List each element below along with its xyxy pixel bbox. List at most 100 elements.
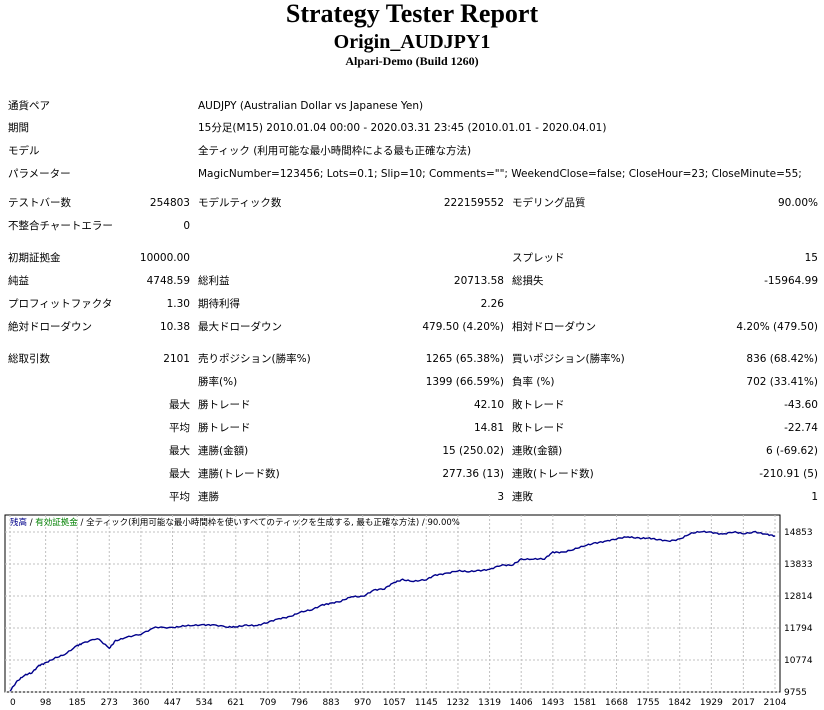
legend-balance: 残高	[10, 517, 27, 528]
rel-drawdown-label: 相対ドローダウン	[512, 321, 596, 333]
abs-drawdown-label: 絶対ドローダウン	[8, 321, 92, 333]
largest-win-value: 42.10	[473, 399, 504, 411]
y-tick-label: 14853	[784, 528, 813, 538]
model-ticks-value: 222159552	[443, 197, 504, 209]
avg-consec-win-label: 連勝	[198, 491, 219, 503]
params-value: MagicNumber=123456; Lots=0.1; Slip=10; C…	[198, 168, 802, 180]
legend-quality: 90.00%	[427, 518, 459, 528]
win-rate-label: 勝率(%)	[198, 376, 238, 388]
x-tick-label: 883	[322, 698, 339, 708]
x-tick-label: 2017	[732, 698, 755, 708]
average-win-label: 勝トレード	[198, 422, 251, 434]
expected-payoff-value: 2.26	[480, 298, 504, 310]
initial-deposit-value: 10000.00	[139, 252, 190, 264]
model-value: 全ティック (利用可能な最小時間枠による最も正確な方法)	[198, 145, 472, 157]
chart-legend: 残高 / 有効証拠金 / 全ティック(利用可能な最小時間枠を使いすべてのティック…	[10, 517, 460, 528]
net-profit-value: 4748.59	[146, 275, 190, 287]
abs-drawdown-value: 10.38	[159, 321, 190, 333]
y-tick-label: 13833	[784, 560, 813, 570]
expected-payoff-label: 期待利得	[198, 298, 240, 310]
long-positions-value: 836 (68.42%)	[746, 353, 818, 365]
short-positions-value: 1265 (65.38%)	[425, 353, 504, 365]
average-win-value: 14.81	[473, 422, 504, 434]
x-tick-label: 709	[259, 698, 276, 708]
test-bars-label: テストバー数	[8, 197, 71, 209]
y-tick-label: 12814	[784, 592, 813, 602]
spread-label: スプレッド	[512, 252, 565, 264]
win-rate-value: 1399 (66.59%)	[425, 376, 504, 388]
legend-sep-2: /	[78, 518, 86, 528]
x-tick-label: 1319	[478, 698, 501, 708]
legend-sep-1: /	[27, 518, 35, 528]
period-label: 期間	[8, 122, 29, 134]
rel-drawdown-value: 4.20% (479.50)	[736, 321, 818, 333]
net-profit-label: 純益	[8, 275, 29, 287]
average-label: 平均	[169, 422, 190, 434]
x-tick-label: 1755	[637, 698, 660, 708]
total-trades-value: 2101	[163, 353, 190, 365]
consec-win-money-label: 連勝(金額)	[198, 445, 249, 457]
profit-factor-value: 1.30	[166, 298, 190, 310]
x-tick-label: 273	[101, 698, 118, 708]
gross-profit-value: 20713.58	[453, 275, 504, 287]
params-label: パラメーター	[8, 168, 71, 180]
largest-win-label: 勝トレード	[198, 399, 251, 411]
consec-loss-trades-label: 連敗(トレード数)	[512, 468, 594, 480]
profit-factor-label: プロフィットファクタ	[8, 298, 113, 310]
x-tick-label: 0	[10, 698, 16, 708]
x-tick-label: 360	[132, 698, 149, 708]
test-bars-value: 254803	[149, 197, 190, 209]
x-tick-label: 534	[196, 698, 213, 708]
legend-model: 全ティック(利用可能な最小時間枠を使いすべてのティックを生成する, 最も正確な方…	[86, 517, 419, 528]
period-value: 15分足(M15) 2010.01.04 00:00 - 2020.03.31 …	[198, 122, 607, 134]
legend-sep-3: /	[419, 518, 427, 528]
x-tick-label: 98	[40, 698, 52, 708]
x-tick-label: 1929	[700, 698, 723, 708]
x-tick-label: 1842	[668, 698, 691, 708]
largest-loss-value: -43.60	[784, 399, 818, 411]
x-tick-label: 796	[291, 698, 308, 708]
long-positions-label: 買いポジション(勝率%)	[512, 353, 625, 365]
avg-consec-win-value: 3	[497, 491, 504, 503]
avg-consec-loss-label: 連敗	[512, 491, 533, 503]
spread-value: 15	[804, 252, 818, 264]
model-quality-value: 90.00%	[777, 197, 818, 209]
y-tick-label: 9755	[784, 688, 807, 698]
report-subtitle: Origin_AUDJPY1	[333, 31, 491, 53]
max-consec-label: 最大	[169, 445, 190, 457]
x-tick-label: 1581	[573, 698, 596, 708]
max-consec2-label: 最大	[169, 468, 190, 480]
x-tick-label: 1406	[510, 698, 533, 708]
balance-series-line	[9, 530, 776, 692]
symbol-label: 通貨ペア	[8, 100, 50, 112]
loss-rate-label: 負率 (%)	[512, 376, 555, 388]
max-drawdown-value: 479.50 (4.20%)	[422, 321, 504, 333]
gross-profit-label: 総利益	[198, 275, 230, 287]
model-label: モデル	[8, 145, 40, 157]
symbol-value: AUDJPY (Australian Dollar vs Japanese Ye…	[198, 100, 424, 112]
x-tick-label: 1493	[541, 698, 564, 708]
largest-loss-label: 敗トレード	[512, 399, 565, 411]
consec-win-money-value: 15 (250.02)	[442, 445, 504, 457]
x-tick-label: 1057	[383, 698, 406, 708]
legend-equity: 有効証拠金	[35, 517, 78, 528]
consec-loss-trades-value: -210.91 (5)	[759, 468, 818, 480]
mismatch-label: 不整合チャートエラー	[8, 220, 113, 232]
x-tick-label: 447	[164, 698, 181, 708]
y-tick-label: 11794	[784, 624, 813, 634]
x-tick-label: 185	[69, 698, 86, 708]
plot-frame	[4, 514, 781, 693]
avg-consec-label: 平均	[169, 491, 190, 503]
mismatch-value: 0	[183, 220, 190, 232]
gross-loss-value: -15964.99	[764, 275, 818, 287]
average-loss-label: 敗トレード	[512, 422, 565, 434]
x-tick-label: 621	[227, 698, 244, 708]
consec-loss-money-value: 6 (-69.62)	[765, 445, 818, 457]
average-loss-value: -22.74	[784, 422, 818, 434]
loss-rate-value: 702 (33.41%)	[746, 376, 818, 388]
consec-win-trades-label: 連勝(トレード数)	[198, 468, 280, 480]
total-trades-label: 総取引数	[8, 353, 50, 365]
consec-win-trades-value: 277.36 (13)	[442, 468, 504, 480]
model-quality-label: モデリング品質	[512, 197, 586, 209]
model-ticks-label: モデルティック数	[198, 197, 282, 209]
